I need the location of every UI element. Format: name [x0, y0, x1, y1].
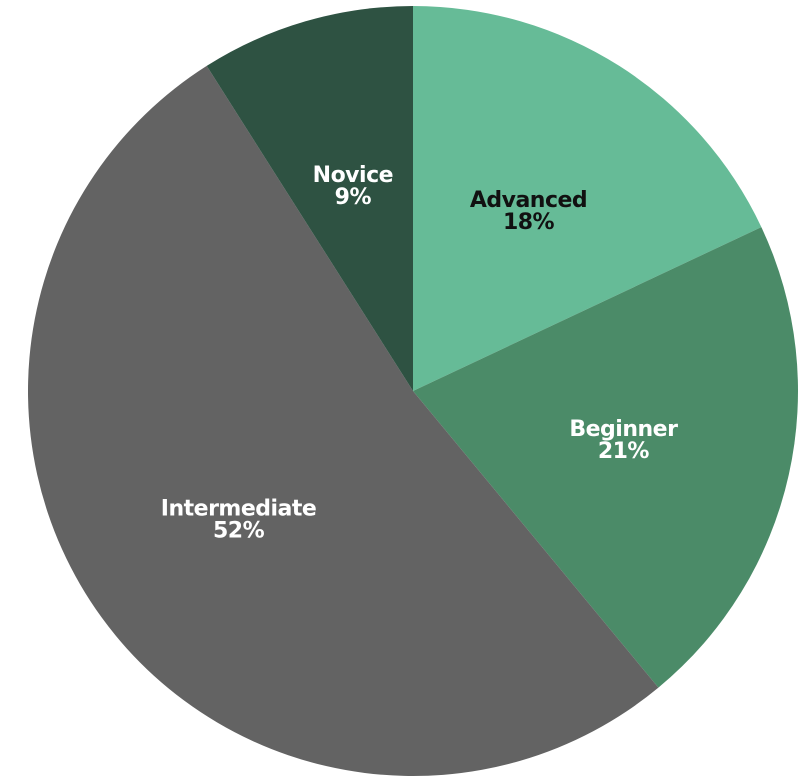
slice-percent-intermediate: 52%: [213, 519, 265, 544]
slice-label-advanced: Advanced: [470, 188, 587, 213]
pie-slice-advanced: [413, 6, 762, 391]
pie-slice-beginner: [413, 227, 798, 688]
pie-slice-intermediate: [27, 65, 659, 777]
pie-slice-novice: [206, 6, 413, 391]
slice-label-novice: Novice: [313, 163, 393, 188]
slice-label-intermediate: Intermediate: [161, 497, 317, 522]
slice-label-beginner: Beginner: [569, 417, 678, 442]
slice-percent-advanced: 18%: [503, 210, 555, 235]
slice-percent-novice: 9%: [335, 185, 372, 210]
slice-percent-beginner: 21%: [598, 439, 650, 464]
pie-slices: [27, 6, 798, 777]
